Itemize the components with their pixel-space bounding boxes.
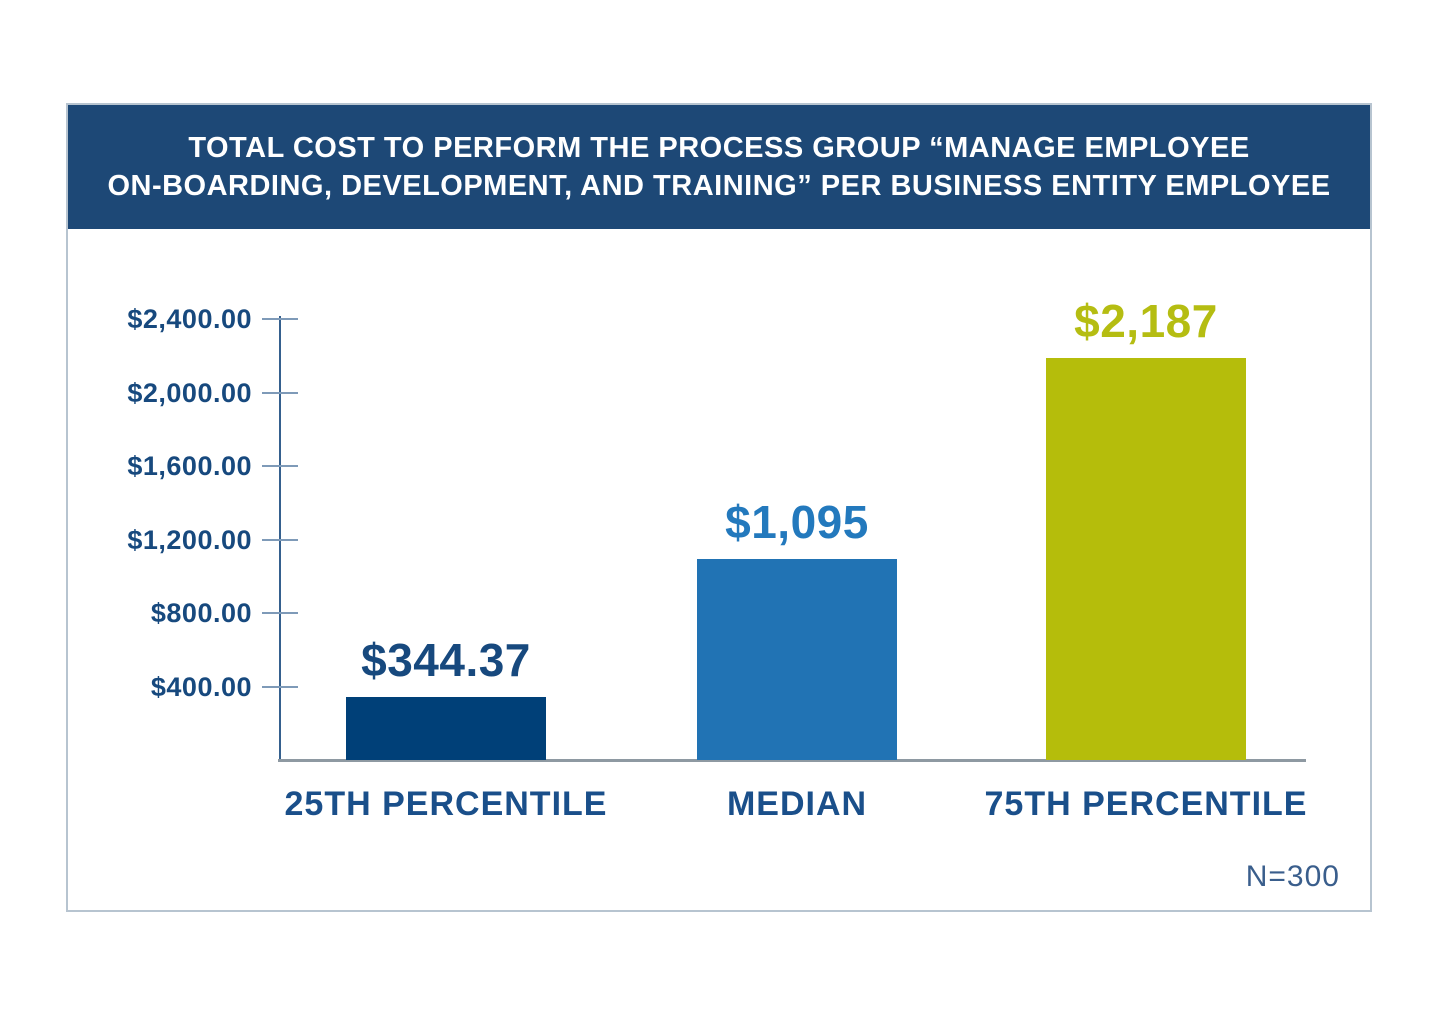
category-label-median: MEDIAN bbox=[726, 785, 868, 823]
bar-25th-percentile bbox=[346, 696, 546, 760]
y-axis-tick-1200 bbox=[262, 538, 298, 541]
y-axis-label-400: $400.00 bbox=[150, 671, 252, 702]
bar-median bbox=[697, 558, 897, 760]
y-axis-tick-2400 bbox=[262, 318, 298, 320]
value-label-median: $1,095 bbox=[725, 495, 869, 548]
bar-75th-percentile bbox=[1046, 358, 1246, 760]
chart-title-banner: TOTAL COST TO PERFORM THE PROCESS GROUP … bbox=[68, 105, 1370, 229]
y-axis-label-2400: $2,400.00 bbox=[127, 304, 252, 334]
y-axis-label-1600: $1,600.00 bbox=[127, 451, 252, 481]
y-axis-tick-800 bbox=[262, 612, 298, 614]
y-axis-tick-1600 bbox=[262, 465, 298, 467]
category-label-25th-percentile: 25TH PERCENTILE bbox=[284, 785, 608, 823]
y-axis-label-2000: $2,000.00 bbox=[127, 377, 252, 408]
x-axis-baseline bbox=[278, 759, 1306, 762]
sample-size-note: N=300 bbox=[1245, 860, 1340, 893]
chart-title-line-1: TOTAL COST TO PERFORM THE PROCESS GROUP … bbox=[188, 132, 1250, 164]
value-label-75th-percentile: $2,187 bbox=[1074, 295, 1218, 348]
chart-title-line-2: ON-BOARDING, DEVELOPMENT, AND TRAINING” … bbox=[107, 170, 1331, 202]
category-label-75th-percentile: 75TH PERCENTILE bbox=[984, 785, 1308, 823]
y-axis-label-1200: $1,200.00 bbox=[127, 524, 252, 555]
y-axis-tick-2000 bbox=[262, 391, 298, 394]
y-axis-tick-400 bbox=[262, 685, 298, 688]
y-axis-label-800: $800.00 bbox=[150, 598, 252, 628]
value-label-25th-percentile: $344.37 bbox=[361, 633, 531, 686]
